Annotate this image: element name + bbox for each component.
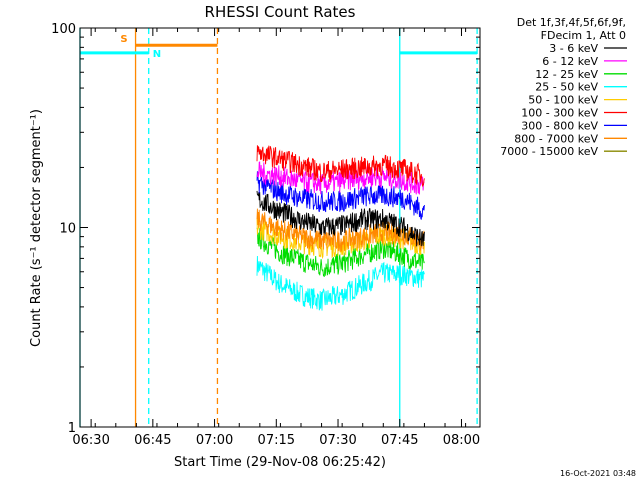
series-line: [256, 227, 425, 277]
legend-item-label: 25 - 50 keV: [535, 81, 598, 94]
legend-item-label: 50 - 100 keV: [528, 94, 598, 107]
legend-item-label: 12 - 25 keV: [535, 68, 598, 81]
attenuator-flags: SN: [80, 34, 478, 60]
x-axis-ticks: 06:30 06:45 07:00 07:15 07:30 07:45 08:00: [72, 28, 480, 448]
y-axis-label: Count Rate (s⁻¹ detector segment⁻¹): [29, 109, 44, 347]
x-tick-label: 06:45: [134, 433, 171, 448]
x-tick-label: 06:30: [72, 433, 109, 448]
x-tick-label: 07:00: [196, 433, 233, 448]
series-line: [256, 255, 425, 311]
series-lines: [256, 145, 425, 311]
legend-item-label: 300 - 800 keV: [521, 119, 598, 132]
flag-label: N: [153, 49, 161, 60]
flag-label: S: [120, 34, 127, 45]
y-tick-label: 10: [59, 222, 76, 237]
x-tick-label: 08:00: [443, 433, 480, 448]
series-line: [256, 145, 425, 187]
legend-item-label: 800 - 7000 keV: [514, 132, 598, 145]
series-line: [256, 190, 425, 247]
x-axis-label: Start Time (29-Nov-08 06:25:42): [174, 455, 386, 470]
series-line: [256, 161, 425, 195]
legend-item-label: 6 - 12 keV: [542, 55, 598, 68]
legend-item-label: 100 - 300 keV: [521, 107, 598, 120]
x-tick-label: 07:45: [381, 433, 418, 448]
legend: Det 1f,3f,4f,5f,6f,9f, FDecim 1, Att 0 3…: [500, 16, 627, 158]
legend-item-label: 7000 - 15000 keV: [500, 145, 598, 158]
y-tick-label: 100: [51, 22, 76, 37]
y-axis-ticks: 1 10 100: [51, 22, 480, 436]
x-tick-label: 07:15: [258, 433, 295, 448]
legend-header-line-1: Det 1f,3f,4f,5f,6f,9f,: [517, 16, 626, 29]
chart-title: RHESSI Count Rates: [205, 3, 356, 21]
legend-item-label: 3 - 6 keV: [549, 42, 598, 55]
legend-header-line-2: FDecim 1, Att 0: [541, 29, 626, 42]
series-line: [256, 171, 425, 220]
y-tick-label: 1: [68, 421, 76, 436]
generation-timestamp: 16-Oct-2021 03:48: [560, 469, 636, 478]
x-tick-label: 07:30: [319, 433, 356, 448]
series-line: [256, 208, 425, 252]
